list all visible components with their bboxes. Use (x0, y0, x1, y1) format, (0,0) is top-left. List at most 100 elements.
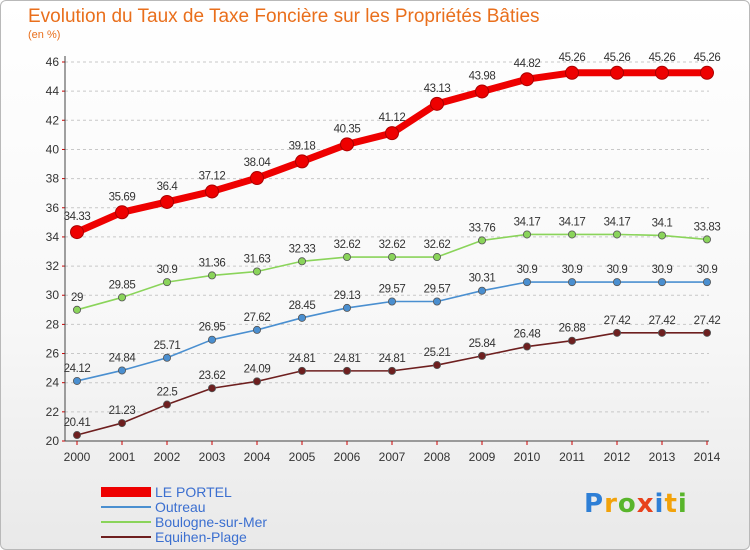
proxiti-logo: Proxiti (584, 489, 688, 519)
data-label: 45.26 (559, 52, 586, 64)
data-label: 23.62 (199, 370, 226, 382)
data-label: 38.04 (244, 157, 272, 169)
x-tick-label: 2005 (289, 450, 316, 464)
x-tick-label: 2006 (334, 450, 361, 464)
y-tick-label: 26 (46, 347, 60, 361)
data-label: 34.17 (514, 216, 541, 228)
data-label: 25.71 (154, 340, 181, 352)
logo-letter: i (654, 489, 665, 519)
data-point (523, 230, 532, 239)
data-point (432, 361, 441, 370)
data-point (295, 154, 309, 169)
data-label: 22.5 (157, 387, 178, 399)
y-tick-label: 40 (46, 142, 60, 156)
x-tick-label: 2014 (694, 450, 721, 464)
data-label: 32.62 (424, 239, 451, 251)
data-label: 43.13 (424, 83, 451, 95)
series-line (76, 281, 707, 382)
data-point (703, 278, 712, 287)
legend: LE PORTEL Outreau Boulogne-sur-Mer Equihen-… (101, 485, 361, 545)
data-point (385, 126, 399, 141)
data-point (387, 366, 396, 375)
y-tick-label: 32 (46, 259, 60, 273)
data-point (432, 253, 441, 262)
data-point (703, 235, 712, 244)
legend-label: Boulogne-sur-Mer (155, 514, 268, 530)
data-label: 29.85 (109, 279, 136, 291)
data-point (118, 293, 127, 302)
x-tick-label: 2007 (379, 450, 406, 464)
y-tick-label: 38 (46, 172, 60, 186)
x-tick-label: 2012 (604, 450, 631, 464)
y-tick-label: 30 (46, 288, 60, 302)
data-point (703, 328, 712, 337)
legend-swatch (101, 506, 151, 508)
y-tick-label: 42 (46, 113, 60, 127)
data-point (118, 419, 127, 428)
data-label: 30.9 (652, 264, 673, 276)
data-label: 29.57 (379, 283, 406, 295)
data-label: 33.83 (694, 221, 721, 233)
data-label: 30.9 (157, 264, 178, 276)
y-tick-label: 20 (46, 434, 60, 448)
data-label: 31.36 (199, 257, 226, 269)
legend-swatch (101, 521, 151, 523)
data-point (297, 313, 306, 322)
data-label: 37.12 (199, 170, 226, 182)
data-point (658, 231, 667, 240)
data-label: 45.26 (694, 52, 721, 64)
x-tick-label: 2008 (424, 450, 451, 464)
data-label: 39.18 (289, 140, 316, 152)
data-point (118, 366, 127, 375)
data-point (568, 336, 577, 345)
data-point (342, 366, 351, 375)
data-label: 32.33 (289, 243, 316, 255)
data-label: 26.88 (559, 323, 586, 335)
legend-label: Outreau (155, 499, 206, 515)
x-tick-label: 2000 (64, 450, 91, 464)
data-label: 36.4 (157, 181, 179, 193)
legend-item: Boulogne-sur-Mer (101, 515, 361, 530)
data-point (162, 353, 171, 362)
data-label: 34.17 (604, 216, 631, 228)
data-point (70, 225, 84, 240)
data-label: 29 (71, 292, 83, 304)
data-label: 41.12 (379, 112, 406, 124)
y-tick-label: 44 (46, 84, 60, 98)
data-point (658, 328, 667, 337)
data-label: 30.9 (697, 264, 718, 276)
x-tick-label: 2003 (199, 450, 226, 464)
data-label: 32.62 (379, 239, 406, 251)
y-tick-label: 34 (46, 230, 60, 244)
data-point (297, 257, 306, 266)
data-label: 44.82 (514, 58, 541, 70)
data-point (205, 184, 219, 199)
x-tick-label: 2004 (244, 450, 271, 464)
data-point (207, 384, 216, 393)
legend-swatch (101, 487, 151, 497)
data-point (342, 303, 351, 312)
data-label: 32.62 (334, 239, 361, 251)
data-point (523, 278, 532, 287)
data-point (73, 431, 82, 440)
data-point (207, 335, 216, 344)
data-point (520, 72, 534, 87)
data-label: 24.81 (379, 353, 406, 365)
data-label: 34.17 (559, 216, 586, 228)
data-label: 45.26 (604, 52, 631, 64)
chart-subtitle: (en %) (28, 29, 61, 41)
data-point (568, 278, 577, 287)
data-point (613, 328, 622, 337)
x-tick-label: 2013 (649, 450, 676, 464)
data-point (207, 271, 216, 280)
data-label: 27.42 (604, 315, 631, 327)
data-label: 33.76 (469, 222, 496, 234)
data-point (613, 230, 622, 239)
data-point (162, 278, 171, 287)
data-label: 40.35 (334, 123, 361, 135)
data-label: 30.9 (607, 264, 628, 276)
legend-item: Outreau (101, 500, 361, 515)
data-label: 30.31 (469, 273, 496, 285)
data-point (342, 253, 351, 262)
data-point (340, 137, 354, 152)
